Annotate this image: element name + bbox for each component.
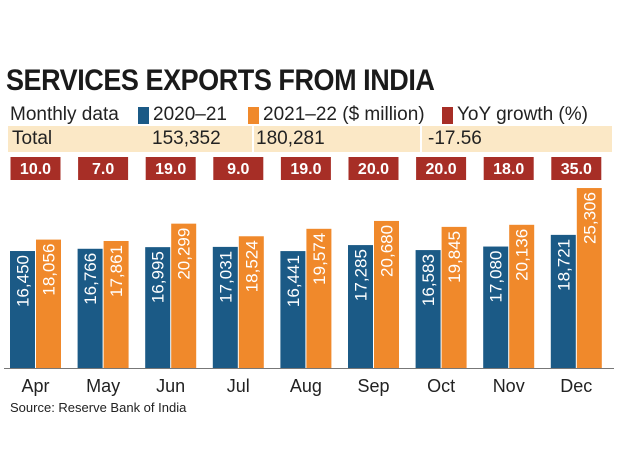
value-label-2021-22: 19,574 [310,233,329,285]
bar-2021-22 [36,239,61,368]
bar-2020-21 [415,250,441,368]
yoy-growth-label: 9.0 [227,161,249,178]
legend-series-a: 2020–21 [153,104,227,125]
category-label: Nov [493,376,525,396]
bar-2020-21 [348,245,373,368]
bar-2021-22 [441,226,467,368]
bar-2020-21 [280,251,306,368]
yoy-growth-box [551,157,602,180]
yoy-growth-label: 19.0 [290,161,321,178]
bar-2020-21 [10,251,35,368]
yoy-growth-label: 20.0 [358,161,389,178]
yoy-growth-label: 20.0 [426,161,457,178]
total-separator [420,126,422,152]
bar-2021-22 [238,236,264,368]
yoy-growth-box [145,157,196,180]
legend-swatch-2021-22 [248,107,259,124]
value-label-2020-21: 16,583 [419,254,438,306]
value-label-2021-22: 18,056 [40,244,59,296]
category-label: Dec [560,376,592,396]
value-label-2020-21: 16,766 [81,253,100,305]
value-label-2020-21: 17,285 [352,249,371,301]
total-2021-22: 180,281 [256,128,325,149]
legend-swatch-2020-21 [138,107,149,124]
bar-2020-21 [212,246,238,368]
yoy-growth-box [416,157,467,180]
category-label: Jul [227,376,250,396]
yoy-growth-box [10,157,61,180]
value-label-2021-22: 18,524 [242,240,261,292]
total-label: Total [12,128,53,149]
category-label: Apr [21,376,49,396]
value-label-2020-21: 17,080 [487,251,506,303]
category-label: Aug [290,376,322,396]
bar-2020-21 [483,246,509,368]
chart-title: SERVICES EXPORTS FROM INDIA [6,64,435,97]
yoy-growth-label: 19.0 [155,161,186,178]
bar-2021-22 [576,188,602,368]
bar-2021-22 [103,240,129,368]
category-label: Jun [156,376,185,396]
category-label: Sep [357,376,389,396]
legend-monthly-label: Monthly data [10,104,119,125]
yoy-growth-box [213,157,264,180]
yoy-growth-box [280,157,331,180]
total-yoy-growth: -17.56 [428,128,482,149]
total-2020-21: 153,352 [152,128,221,149]
value-label-2021-22: 25,306 [580,192,599,244]
yoy-growth-label: 35.0 [561,161,592,178]
bar-2021-22 [374,220,399,368]
yoy-growth-box [483,157,534,180]
yoy-growth-label: 10.0 [20,161,51,178]
legend-series-b: 2021–22 ($ million) [263,104,425,125]
yoy-growth-box [348,157,399,180]
value-label-2021-22: 20,680 [378,225,397,277]
yoy-growth-label: 18.0 [493,161,524,178]
category-label: May [86,376,120,396]
yoy-growth-label: 7.0 [92,161,114,178]
legend-swatch-yoy [442,107,453,124]
value-label-2020-21: 16,995 [149,251,168,303]
bar-2020-21 [77,248,103,368]
bar-2020-21 [145,247,171,368]
value-label-2020-21: 16,441 [284,255,303,307]
value-label-2021-22: 19,845 [445,231,464,283]
total-band [8,126,612,152]
bar-2021-22 [306,228,332,368]
value-label-2020-21: 18,721 [554,239,573,291]
value-label-2021-22: 20,299 [175,228,194,280]
value-label-2020-21: 17,031 [216,251,235,303]
value-label-2021-22: 17,861 [107,245,126,297]
value-label-2020-21: 16,450 [14,255,33,307]
value-label-2021-22: 20,136 [513,229,532,281]
total-separator [252,126,254,152]
legend-growth: YoY growth (%) [457,104,588,125]
bar-2021-22 [509,224,535,368]
source-note: Source: Reserve Bank of India [10,400,187,415]
yoy-growth-box [78,157,129,180]
category-label: Oct [427,376,455,396]
bar-2021-22 [171,223,197,368]
bar-2020-21 [550,234,576,368]
